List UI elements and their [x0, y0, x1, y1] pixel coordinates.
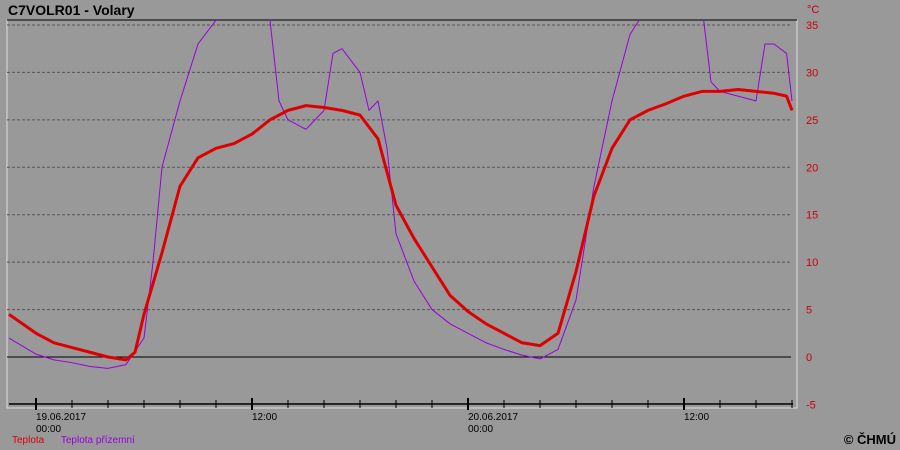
legend-teplota: Teplota — [12, 435, 45, 446]
legend-teplota-prizemni: Teplota přízemní — [60, 435, 135, 446]
series-line-teplota — [8, 88, 794, 362]
x-tick-label: 12:00 — [252, 412, 277, 423]
legend: Teplota Teplota přízemní — [12, 435, 149, 446]
x-tick-label: 12:00 — [684, 412, 709, 423]
y-tick-label: 30 — [806, 67, 818, 79]
x-tick-label: 00:00 — [468, 424, 493, 435]
y-axis-unit: °C — [807, 4, 820, 16]
series-line-teplota-prizemni — [8, 20, 793, 369]
copyright: © ČHMÚ — [843, 432, 896, 447]
y-tick-label: 5 — [806, 305, 812, 317]
chart-title: C7VOLR01 - Volary — [8, 2, 135, 18]
y-tick-label: 25 — [806, 115, 818, 127]
y-tick-label: 15 — [806, 210, 818, 222]
y-tick-label: -5 — [806, 399, 816, 411]
x-tick-label: 20.06.2017 — [468, 412, 518, 423]
x-tick-label: 00:00 — [36, 424, 61, 435]
y-tick-label: 35 — [806, 20, 818, 32]
y-tick-label: 20 — [806, 162, 818, 174]
x-tick-label: 19.06.2017 — [36, 412, 86, 423]
y-tick-label: 0 — [806, 352, 812, 364]
y-tick-label: 10 — [806, 257, 818, 269]
